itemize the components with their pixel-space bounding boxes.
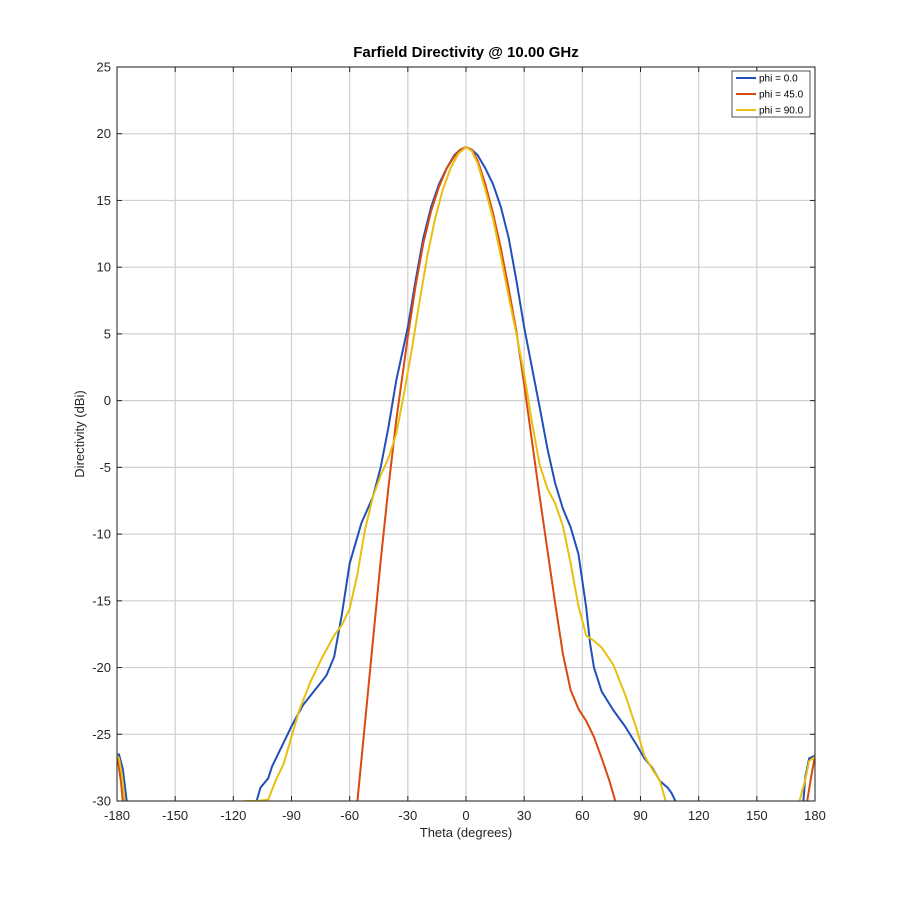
x-tick-label: -150	[162, 808, 188, 823]
x-tick-label: 60	[575, 808, 589, 823]
y-tick-label: 5	[104, 326, 111, 341]
y-tick-label: 15	[97, 193, 111, 208]
y-tick-label: -25	[92, 727, 111, 742]
x-tick-label: 0	[462, 808, 469, 823]
series-line-phi-45-0	[806, 754, 815, 801]
x-tick-label: 30	[517, 808, 531, 823]
y-tick-label: -5	[99, 460, 111, 475]
x-tick-label: -30	[398, 808, 417, 823]
y-tick-label: 20	[97, 126, 111, 141]
y-tick-label: -30	[92, 794, 111, 809]
series-group	[117, 146, 815, 801]
legend-label: phi = 90.0	[759, 106, 804, 117]
x-tick-labels: -180 -150 -120 -90 -60 -30 0 30 60 90 120 150 180	[104, 808, 826, 823]
y-tick-label: -15	[92, 593, 111, 608]
series-line-phi-90-0	[117, 754, 126, 801]
plot-series	[117, 146, 815, 801]
x-tick-label: -90	[282, 808, 301, 823]
series-line-phi-45-0	[356, 146, 617, 801]
x-tick-label: 150	[746, 808, 768, 823]
x-tick-label: -60	[340, 808, 359, 823]
grid	[116, 66, 816, 802]
series-line-phi-90-0	[243, 146, 667, 801]
y-tick-label: -20	[92, 660, 111, 675]
series-line-phi-90-0	[798, 755, 815, 801]
y-axis-label: Directivity (dBi)	[72, 390, 87, 477]
legend-label: phi = 45.0	[759, 90, 804, 101]
x-tick-label: -120	[220, 808, 246, 823]
chart-title: Farfield Directivity @ 10.00 GHz	[353, 44, 579, 61]
y-tick-label: 25	[97, 60, 111, 75]
x-tick-label: 180	[804, 808, 826, 823]
x-tick-label: -180	[104, 808, 130, 823]
x-tick-label: 90	[633, 808, 647, 823]
y-tick-label: 10	[97, 260, 111, 275]
series-line-phi-0-0	[255, 146, 677, 801]
y-tick-label: -10	[92, 527, 111, 542]
axis-ticks	[116, 66, 816, 802]
legend: phi = 0.0 phi = 45.0 phi = 90.0	[731, 70, 811, 118]
y-tick-label: 0	[104, 393, 111, 408]
y-tick-labels: 25 20 15 10 5 0 -5 -10 -15 -20 -25 -30	[92, 60, 111, 809]
x-axis-label: Theta (degrees)	[420, 825, 513, 840]
x-tick-label: 120	[688, 808, 710, 823]
legend-label: phi = 0.0	[759, 74, 798, 85]
series-line-phi-0-0	[117, 753, 128, 801]
